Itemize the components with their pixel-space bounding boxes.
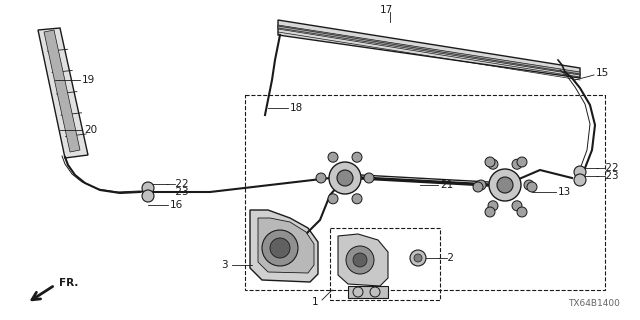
Polygon shape	[348, 286, 388, 298]
Circle shape	[410, 250, 426, 266]
Circle shape	[517, 207, 527, 217]
Polygon shape	[278, 25, 580, 75]
Circle shape	[512, 159, 522, 169]
Circle shape	[517, 157, 527, 167]
Circle shape	[337, 170, 353, 186]
Circle shape	[527, 182, 537, 192]
Polygon shape	[338, 234, 388, 286]
Polygon shape	[38, 28, 88, 158]
Polygon shape	[278, 20, 580, 78]
Text: 3: 3	[221, 260, 228, 270]
Text: —22: —22	[166, 179, 189, 189]
Text: 15: 15	[596, 68, 609, 78]
Text: —22: —22	[596, 163, 620, 173]
Circle shape	[473, 182, 483, 192]
Bar	[245, 95, 605, 290]
Text: 13: 13	[558, 187, 572, 197]
Polygon shape	[44, 30, 80, 152]
Circle shape	[328, 152, 338, 162]
Text: 21: 21	[440, 180, 453, 190]
Text: 19: 19	[82, 75, 95, 85]
Text: 18: 18	[290, 103, 303, 113]
Text: FR.: FR.	[59, 278, 78, 288]
Circle shape	[574, 174, 586, 186]
Circle shape	[262, 230, 298, 266]
Circle shape	[328, 194, 338, 204]
Circle shape	[485, 157, 495, 167]
Bar	[330, 228, 440, 300]
Text: TX64B1400: TX64B1400	[568, 299, 620, 308]
Circle shape	[353, 253, 367, 267]
Text: 17: 17	[380, 5, 392, 15]
Circle shape	[346, 246, 374, 274]
Circle shape	[512, 201, 522, 211]
Circle shape	[270, 238, 290, 258]
Circle shape	[316, 173, 326, 183]
Circle shape	[352, 152, 362, 162]
Text: 1: 1	[312, 297, 318, 307]
Polygon shape	[250, 210, 318, 282]
Circle shape	[574, 166, 586, 178]
Circle shape	[489, 169, 521, 201]
Circle shape	[497, 177, 513, 193]
Circle shape	[364, 173, 374, 183]
Text: 16: 16	[170, 200, 183, 210]
Circle shape	[329, 162, 361, 194]
Circle shape	[352, 194, 362, 204]
Circle shape	[142, 190, 154, 202]
Text: 20: 20	[84, 125, 97, 135]
Circle shape	[488, 201, 498, 211]
Circle shape	[488, 159, 498, 169]
Circle shape	[414, 254, 422, 262]
Circle shape	[485, 207, 495, 217]
Circle shape	[524, 180, 534, 190]
Circle shape	[142, 182, 154, 194]
Polygon shape	[258, 218, 314, 273]
Circle shape	[476, 180, 486, 190]
Text: —2: —2	[438, 253, 455, 263]
Text: —23: —23	[166, 187, 189, 197]
Text: —23: —23	[596, 171, 620, 181]
